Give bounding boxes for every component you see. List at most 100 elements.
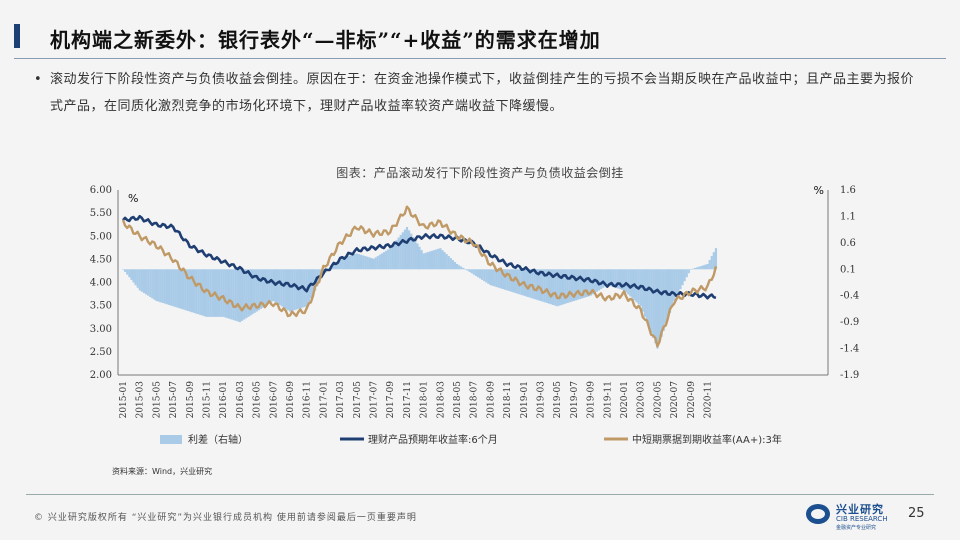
spread-bar [570, 269, 574, 302]
spread-bar [714, 248, 718, 270]
x-tick-label: 2020-07 [670, 381, 680, 419]
x-tick-label: 2016-05 [253, 381, 263, 419]
spread-bar [447, 256, 450, 270]
spread-bar [276, 269, 279, 304]
spread-bar [698, 266, 701, 270]
spread-bar [675, 269, 678, 298]
wealth-yield-line [122, 214, 717, 300]
spread-bar [372, 258, 375, 270]
spread-bar [577, 269, 580, 300]
y-right-tick-label: -0.4 [840, 291, 859, 302]
spread-bar [220, 269, 223, 317]
spread-bar [414, 240, 417, 270]
spread-bar [506, 269, 509, 291]
x-tick-label: 2016-03 [236, 381, 246, 419]
spread-bar [190, 269, 194, 313]
spread-bar [270, 269, 273, 303]
spread-bar [192, 269, 196, 313]
spread-bar [226, 269, 229, 319]
spread-bar [441, 250, 444, 270]
spread-bar [176, 269, 179, 308]
spread-bar [334, 262, 338, 270]
x-tick-label: 2018-05 [453, 381, 463, 419]
spread-bar [155, 269, 158, 301]
spread-bar [199, 269, 202, 315]
spread-bar [182, 269, 185, 310]
spread-bar [497, 269, 500, 288]
spread-bar [508, 269, 511, 292]
spread-bar [491, 269, 494, 286]
spread-bar [195, 269, 198, 314]
spread-bar [529, 269, 532, 298]
spread-bar [345, 256, 348, 270]
spread-bar [449, 258, 452, 270]
spread-bar [668, 269, 672, 313]
x-tick-label: 2017-09 [386, 381, 396, 419]
spread-bar [464, 269, 467, 270]
spread-bar [374, 257, 377, 270]
bullet-text: 滚动发行下阶段性资产与负债收益会倒挂。原因在于：在资金池操作模式下，收益倒挂产生… [50, 72, 915, 114]
logo-mark-icon [806, 504, 830, 524]
spread-bar [249, 269, 252, 316]
spread-bar [174, 269, 177, 307]
x-tick-label: 2020-05 [653, 381, 663, 419]
spread-bar [211, 269, 214, 317]
x-tick-label: 2015-05 [152, 381, 162, 419]
spread-bar [602, 269, 605, 288]
spread-bar [654, 269, 657, 344]
spread-bar [451, 260, 455, 270]
spread-bar [218, 269, 221, 317]
spread-bar [243, 269, 246, 320]
spread-bar [205, 269, 208, 317]
x-tick-label: 2016-11 [303, 381, 313, 418]
spread-bar [134, 269, 137, 286]
y-left-tick-label: 4.00 [90, 278, 112, 289]
spread-bar [228, 269, 231, 319]
spread-bar [382, 252, 386, 270]
spread-bar [597, 269, 601, 291]
x-tick-label: 2016-01 [219, 381, 229, 418]
spread-bar [385, 250, 388, 270]
spread-bar [366, 256, 369, 270]
spread-bar [130, 269, 133, 280]
legend-label: 利差（右轴） [188, 433, 248, 446]
spread-bar [238, 269, 242, 323]
spread-bar [493, 269, 496, 287]
spread-bar [201, 269, 204, 316]
spread-bar [645, 269, 649, 323]
spread-bar [623, 269, 626, 291]
spread-bar [184, 269, 187, 311]
spread-bar [215, 269, 219, 317]
spread-bar [564, 269, 567, 304]
spread-bar [122, 269, 125, 270]
spread-bar [604, 269, 607, 287]
slide-title: 机构端之新委外：银行表外“—非标”“+收益”的需求在增加 [50, 28, 601, 52]
source-note: 资料来源：Wind，兴业研究 [112, 467, 213, 476]
spread-bar [132, 269, 135, 283]
x-tick-label: 2017-01 [319, 381, 329, 418]
spread-bar [458, 265, 461, 270]
spread-bar [186, 269, 189, 311]
spread-bar [616, 269, 619, 289]
spread-bar [474, 269, 477, 276]
x-tick-label: 2017-03 [336, 381, 346, 419]
spread-bar [291, 269, 294, 311]
spread-bar [144, 269, 148, 295]
spread-bar [581, 269, 584, 299]
spread-bar [583, 269, 586, 298]
legend-label: 理财产品预期年收益率:6个月 [368, 433, 498, 446]
spread-bar [547, 269, 551, 304]
spread-bar [620, 269, 624, 290]
x-tick-label: 2018-09 [486, 381, 496, 419]
legend-swatch-spread [160, 435, 182, 444]
spread-bar [562, 269, 565, 305]
spread-bar [416, 243, 419, 270]
spread-bar [389, 248, 392, 270]
spread-bar [347, 256, 350, 270]
x-tick-label: 2019-05 [553, 381, 563, 419]
spread-bar [376, 256, 379, 270]
spread-bar [410, 233, 413, 270]
spread-bar [453, 262, 457, 270]
spread-bar [485, 269, 488, 283]
spread-bar [579, 269, 582, 300]
